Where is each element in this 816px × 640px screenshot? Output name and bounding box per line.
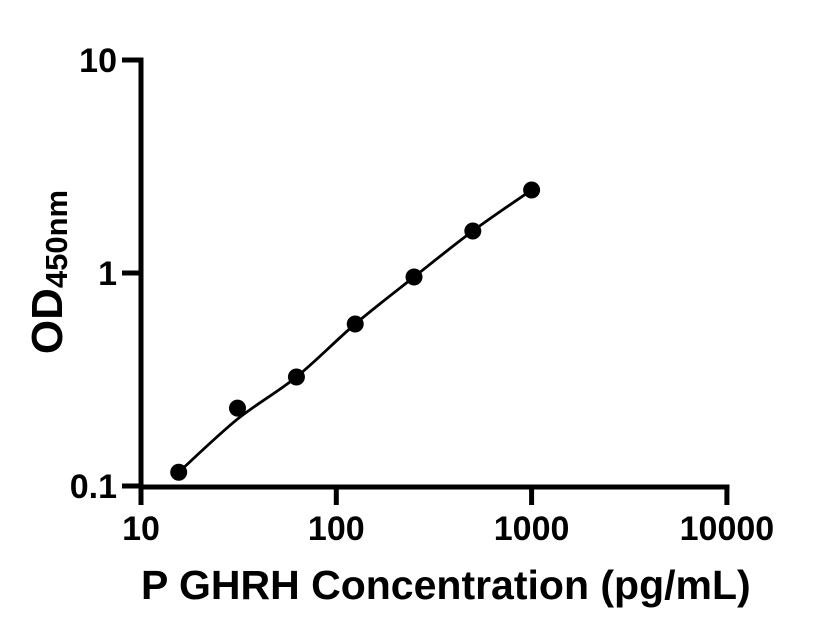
y-tick-label: 10 [79,42,117,80]
data-point-marker [229,399,247,417]
x-tick-label: 100 [308,510,365,548]
data-point-marker [464,222,482,240]
y-tick-label: 0.1 [70,468,117,506]
x-axis-title: P GHRH Concentration (pg/mL) [141,562,751,608]
data-point-marker [170,463,188,481]
y-axis-title: OD450nm [23,189,74,355]
x-tick-label: 10000 [680,510,775,548]
data-point-marker [346,315,364,333]
y-axis-title-subscript: 450nm [39,189,74,289]
data-point-marker [523,181,541,199]
data-point-marker [405,268,423,286]
data-point-marker [287,368,305,386]
x-tick-label: 1000 [494,510,570,548]
y-tick-label: 1 [98,255,117,293]
y-axis-title-main: OD [23,288,72,355]
x-tick-label: 10 [122,510,160,548]
